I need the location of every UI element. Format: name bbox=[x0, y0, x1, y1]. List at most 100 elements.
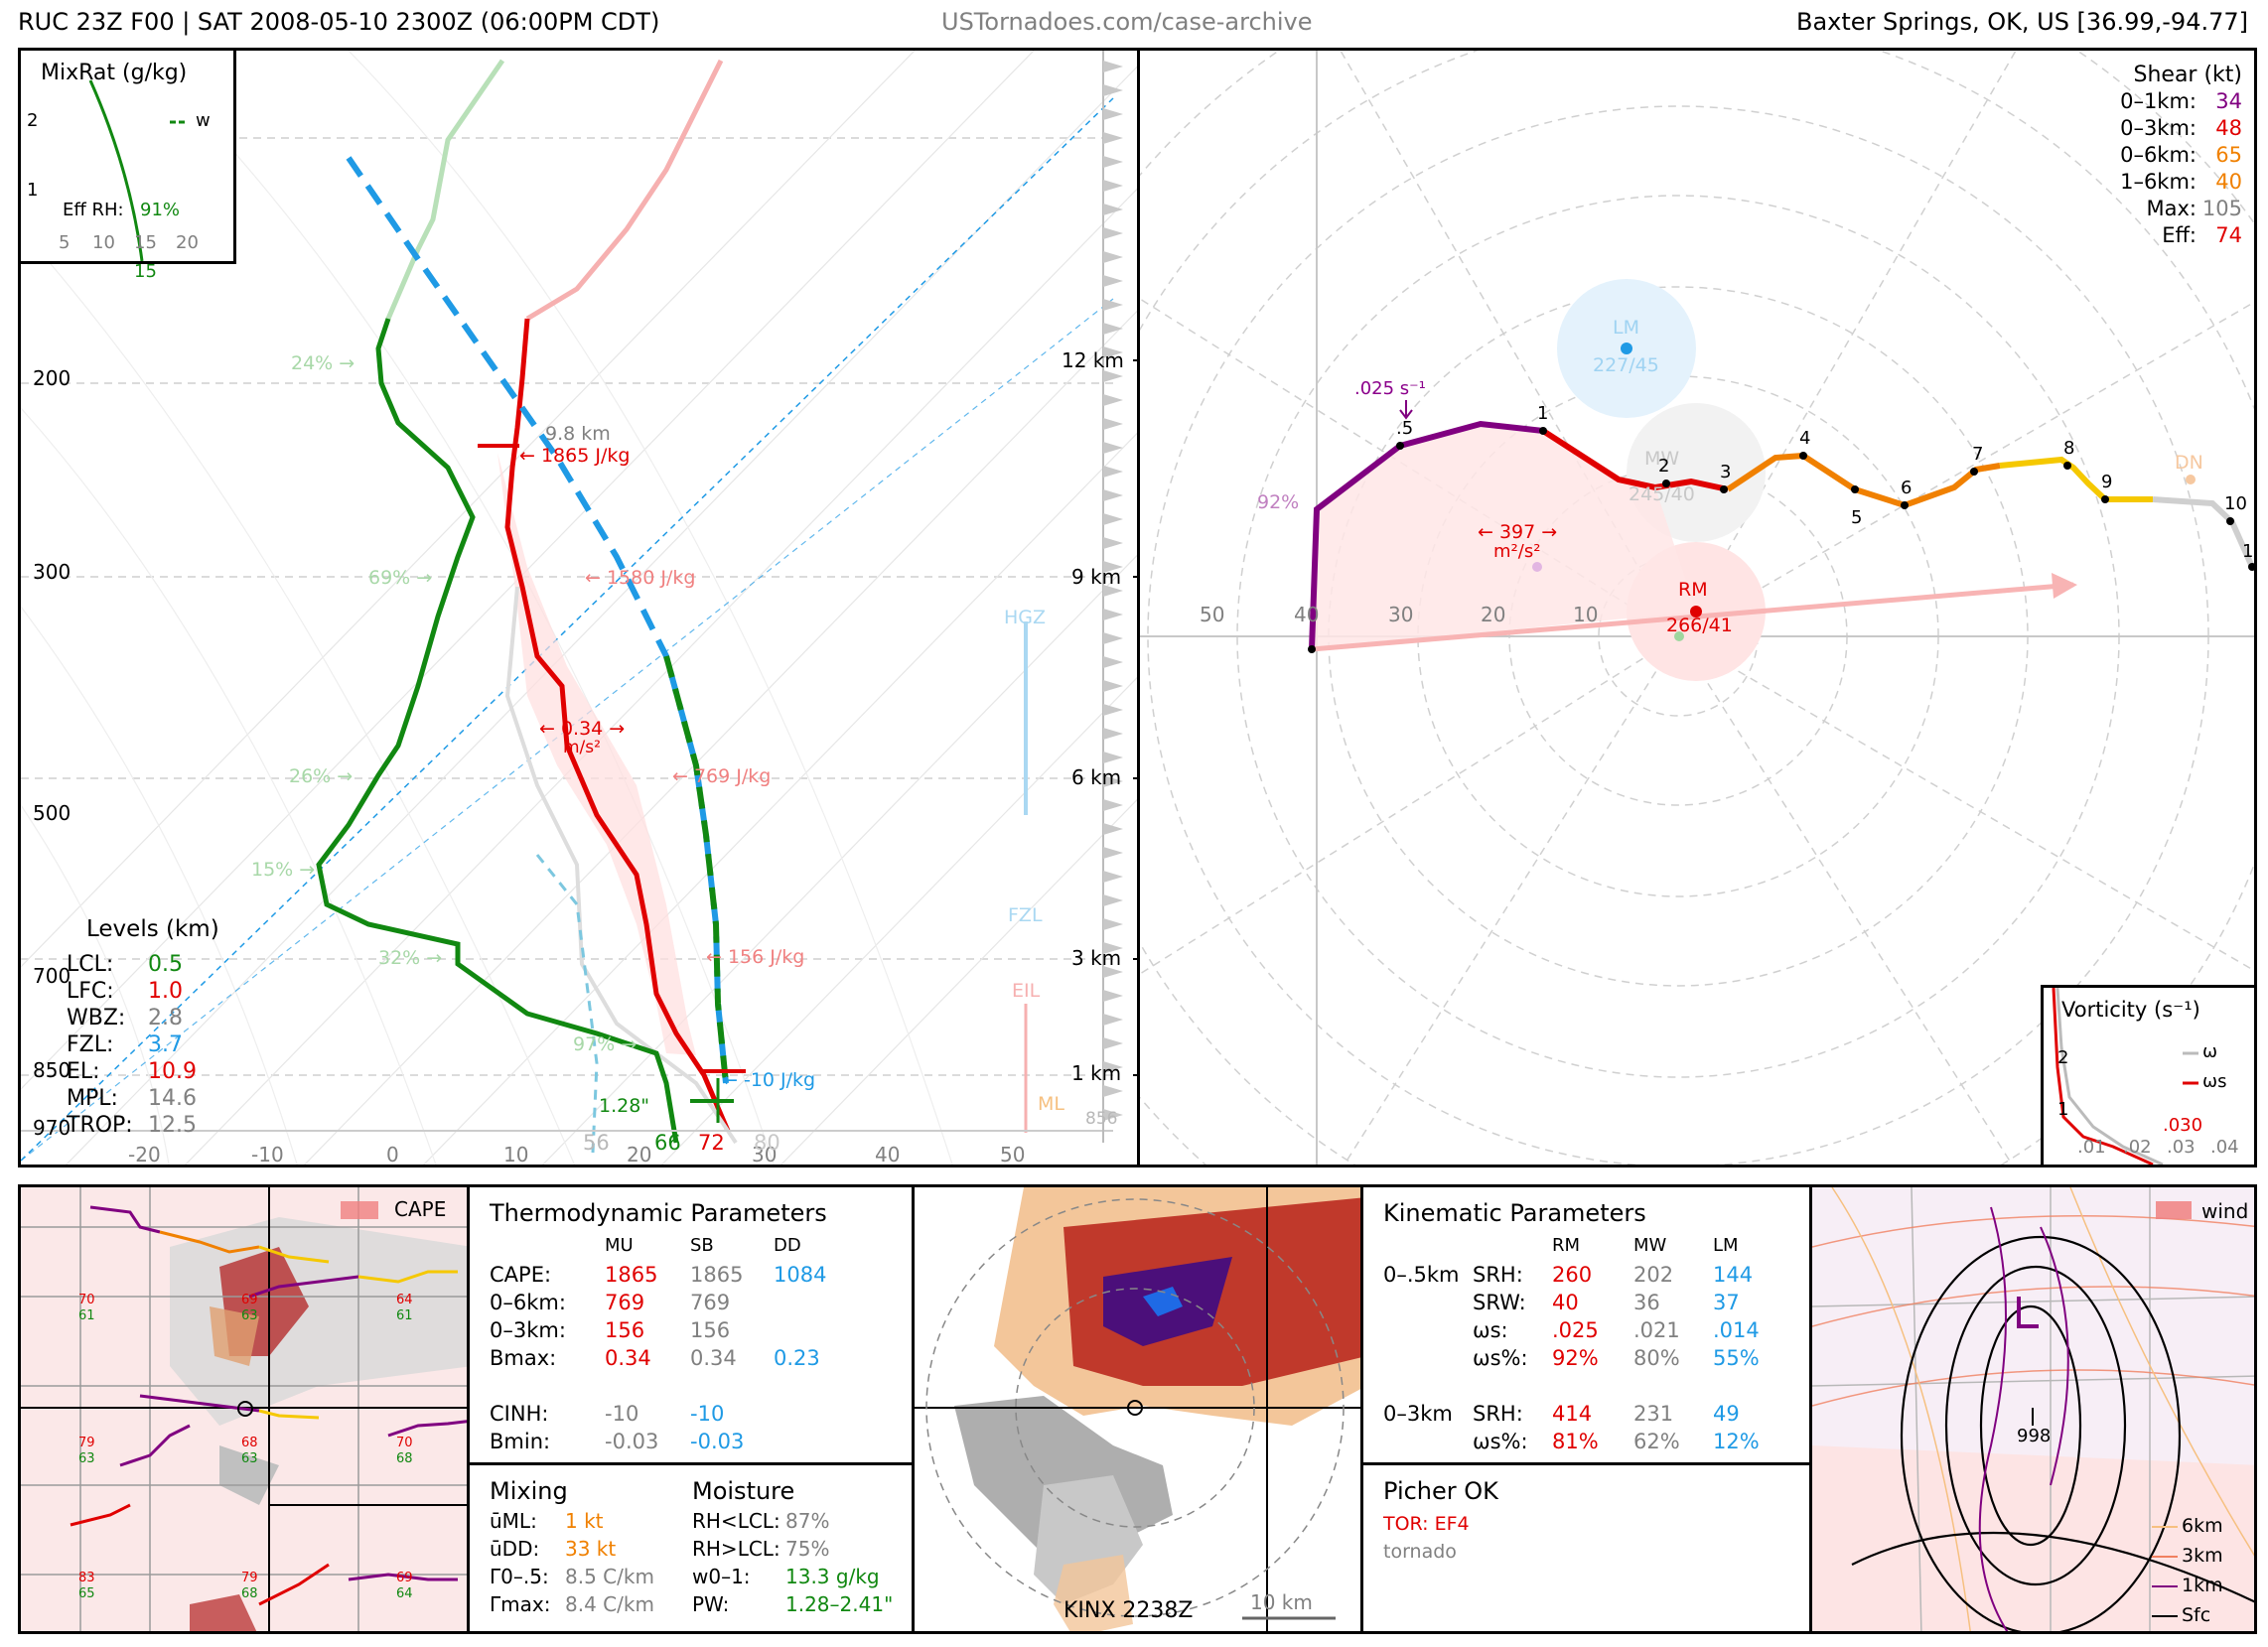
levels-table: Levels (km) LCL: 0.5 LFC: 1.0 WBZ: 2.8 FZL: 3.7… bbox=[67, 916, 219, 1138]
thermo-label: Bmax: bbox=[490, 1346, 557, 1370]
wind-barb bbox=[1103, 1037, 1123, 1049]
thermo-label: Bmin: bbox=[490, 1430, 551, 1453]
vorticity-chart bbox=[2052, 987, 2198, 1165]
wind-barb bbox=[1103, 847, 1123, 859]
p-970: 970 bbox=[33, 1116, 71, 1140]
cape156-label: ← 156 J/kg bbox=[706, 946, 805, 968]
t-0: 0 bbox=[386, 1143, 399, 1167]
mixing-label: ūML: bbox=[490, 1509, 537, 1533]
moisture-label: RH>LCL: bbox=[692, 1537, 780, 1561]
thermo-mu: 1865 bbox=[605, 1263, 658, 1287]
shear-value: 34 bbox=[2215, 89, 2242, 113]
station-dew: 61 bbox=[78, 1308, 95, 1323]
cape769-label: ← 769 J/kg bbox=[672, 765, 772, 787]
p-200: 200 bbox=[33, 366, 71, 390]
moisture-value: 13.3 g/kg bbox=[785, 1565, 880, 1588]
kin-mw: 202 bbox=[1633, 1263, 1674, 1287]
wind-barb bbox=[1103, 632, 1123, 644]
shear-label: Max: bbox=[2146, 197, 2197, 220]
shear-label: Eff: bbox=[2162, 223, 2197, 247]
kin-label: ωs%: bbox=[1473, 1430, 1528, 1453]
radar-panel: KINX 2238Z 10 km bbox=[912, 1184, 1363, 1634]
isobar-contours bbox=[1851, 1235, 2254, 1631]
hodograph-chart bbox=[1140, 51, 2254, 1165]
hodo-upper bbox=[2152, 496, 2254, 569]
wind-barb bbox=[1103, 251, 1123, 263]
kinematic-panel: Kinematic Parameters RM MW LM 0–.5km SRH:… bbox=[1360, 1184, 1812, 1465]
station-temp: 68 bbox=[241, 1436, 258, 1450]
rm-value: 266/41 bbox=[1666, 615, 1733, 636]
pw-label: 1.28" bbox=[599, 1095, 650, 1117]
wind-barb bbox=[1103, 275, 1123, 287]
wind-barb bbox=[1103, 418, 1123, 430]
rh32: 32% → bbox=[378, 947, 443, 969]
level-label: FZL: bbox=[67, 1032, 114, 1057]
wind-line-sfc: Sfc bbox=[2182, 1604, 2211, 1626]
p-300: 300 bbox=[33, 560, 71, 584]
mixrat-y2: 2 bbox=[27, 110, 39, 131]
kin-rm: 92% bbox=[1552, 1346, 1599, 1370]
levels-title: Levels (km) bbox=[86, 916, 219, 942]
kin-label: ωs%: bbox=[1473, 1346, 1528, 1370]
cape1580-label: ← 1580 J/kg bbox=[585, 567, 696, 589]
hodo-point-label: 12 bbox=[2242, 541, 2254, 562]
vort-y2: 2 bbox=[2057, 1047, 2069, 1068]
hodo-6-9km bbox=[1999, 456, 2153, 502]
wind-barb bbox=[1103, 871, 1123, 883]
wind-barb bbox=[1103, 489, 1123, 501]
rm-label: RM bbox=[1678, 579, 1708, 601]
kin-rm: 81% bbox=[1552, 1430, 1599, 1453]
level-label: LFC: bbox=[67, 979, 114, 1004]
header-right: Baxter Springs, OK, US [36.99,-94.77] bbox=[1795, 8, 2248, 36]
moisture-value: 87% bbox=[785, 1509, 830, 1533]
skewt-panel: 200 300 500 700 850 970 -20 -10 0 10 20 … bbox=[18, 48, 1140, 1167]
event-tor: TOR: EF4 bbox=[1383, 1513, 1470, 1535]
hodo-points bbox=[1308, 427, 2254, 653]
wind-barb bbox=[1103, 346, 1123, 358]
wind-barb bbox=[1103, 823, 1123, 835]
station-dew: 65 bbox=[78, 1586, 95, 1601]
level-value: 2.8 bbox=[148, 1006, 183, 1030]
radar-image bbox=[915, 1187, 1360, 1631]
rh26: 26% → bbox=[289, 765, 354, 787]
rh69: 69% → bbox=[368, 567, 433, 589]
moisture-title: Moisture bbox=[692, 1477, 795, 1505]
wind-barb bbox=[1103, 227, 1123, 239]
t-40: 40 bbox=[875, 1143, 901, 1167]
wind-barb bbox=[1103, 323, 1123, 335]
wind-pressure: 998 bbox=[2017, 1426, 2052, 1446]
moisture-label: PW: bbox=[692, 1592, 730, 1616]
td-sfc-label: 66 bbox=[654, 1131, 681, 1155]
wind-line-3km: 3km bbox=[2182, 1545, 2223, 1567]
event-type: tornado bbox=[1383, 1541, 1457, 1563]
ring-20: 20 bbox=[1481, 603, 1506, 626]
mixing-title: Mixing bbox=[490, 1477, 568, 1505]
thermo-mu: -0.03 bbox=[605, 1430, 659, 1453]
thermo-title: Thermodynamic Parameters bbox=[490, 1199, 827, 1227]
cape-map bbox=[21, 1187, 467, 1631]
kin-mw: .021 bbox=[1633, 1318, 1680, 1342]
isobars bbox=[21, 137, 1113, 1132]
mixrat-title: MixRat (g/kg) bbox=[41, 61, 188, 85]
vort-inset-title: Vorticity (s⁻¹) bbox=[2061, 998, 2200, 1022]
wind-barb bbox=[1103, 394, 1123, 406]
skewt-chart bbox=[21, 51, 1137, 1165]
h-3km: 3 km bbox=[1071, 946, 1122, 970]
dewpoint-line bbox=[316, 318, 679, 1144]
wind-barb bbox=[1103, 990, 1123, 1002]
ws-pct: 92% bbox=[1257, 491, 1300, 513]
station-dew: 63 bbox=[78, 1451, 95, 1466]
eil-label: EIL bbox=[1012, 980, 1041, 1002]
level-value: 14.6 bbox=[148, 1086, 197, 1111]
temp-upper bbox=[525, 59, 724, 322]
kin-mw: 36 bbox=[1633, 1291, 1660, 1314]
level-value: 1.0 bbox=[148, 979, 183, 1004]
mixrat-effrh: 91% bbox=[140, 200, 181, 220]
lm-value: 227/45 bbox=[1593, 354, 1659, 376]
t-20: 20 bbox=[627, 1143, 652, 1167]
event-panel: Picher OK TOR: EF4 tornado bbox=[1360, 1462, 1812, 1634]
wind-barb bbox=[1103, 775, 1123, 787]
shear-value: 65 bbox=[2215, 143, 2242, 167]
wind-barb bbox=[1103, 585, 1123, 597]
kin-rm: .025 bbox=[1552, 1318, 1599, 1342]
